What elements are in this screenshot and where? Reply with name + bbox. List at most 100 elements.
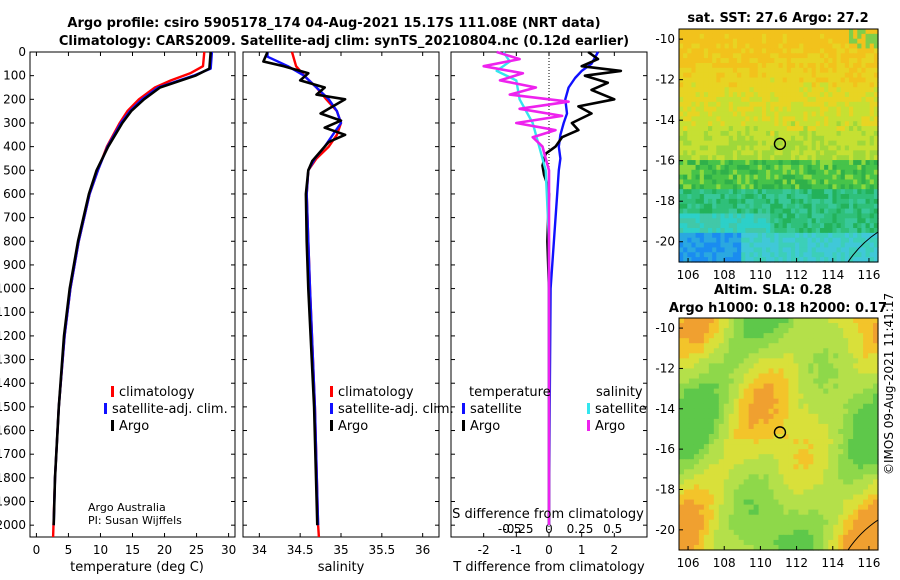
map-cell: [703, 72, 709, 79]
map-cell: [844, 198, 850, 205]
map-cell: [873, 228, 879, 234]
map-cell: [853, 62, 858, 69]
map-cell: [798, 418, 804, 425]
map-cell: [768, 368, 775, 375]
map-cell: [790, 174, 796, 181]
map-cell: [798, 378, 804, 385]
map-cell: [695, 43, 701, 50]
map-cell: [693, 428, 700, 435]
map-cell: [728, 383, 735, 390]
map-cell: [699, 77, 705, 83]
map-cell: [708, 111, 713, 117]
map-cell: [803, 116, 809, 122]
map-cell: [766, 203, 771, 210]
map-cell: [749, 189, 755, 195]
map-cell: [799, 29, 804, 35]
map-cell: [848, 338, 854, 344]
map-cell: [786, 140, 792, 147]
map-cell: [761, 208, 767, 215]
map-cell: [749, 252, 755, 258]
map-cell: [716, 164, 722, 171]
map-cell: [865, 169, 871, 176]
map-cell: [828, 82, 833, 88]
map-cell: [793, 348, 799, 354]
map-cell: [803, 444, 809, 450]
map-cell: [703, 160, 709, 166]
map-cell: [815, 48, 821, 54]
map-cell: [758, 504, 765, 511]
map-cell: [840, 101, 846, 108]
map-cell: [832, 252, 838, 258]
map-cell: [724, 189, 730, 195]
map-cell: [758, 338, 765, 344]
map-cell: [799, 160, 804, 166]
map-cell: [843, 469, 849, 475]
map-cell: [753, 524, 760, 531]
map-cell: [712, 208, 717, 215]
map-cell: [819, 155, 825, 161]
map-cell: [703, 257, 709, 263]
map-cell: [703, 428, 710, 435]
map-cell: [770, 106, 775, 113]
map-cell: [824, 130, 829, 137]
map-cell: [712, 213, 717, 219]
map-cell: [708, 449, 715, 455]
map-cell: [790, 257, 796, 263]
map-cell: [757, 169, 763, 176]
map-cell: [683, 368, 690, 375]
map-cell: [758, 454, 765, 460]
map-cell: [848, 378, 854, 385]
map-cell: [728, 479, 735, 486]
map-cell: [811, 77, 817, 83]
map-cell: [788, 373, 795, 380]
map-cell: [723, 544, 730, 551]
map-cell: [683, 469, 690, 475]
map-cell: [737, 77, 742, 83]
map-cell: [795, 169, 800, 176]
map-cell: [699, 223, 705, 229]
map-cell: [753, 343, 760, 349]
map-cell: [793, 343, 799, 349]
map-cell: [723, 328, 730, 334]
map-cell: [799, 252, 804, 258]
map-cell: [708, 423, 715, 430]
map-cell: [757, 223, 763, 229]
map-cell: [763, 368, 770, 375]
map-cell: [848, 514, 854, 521]
map-cell: [688, 454, 695, 460]
map-cell: [683, 198, 688, 205]
x-tick-label: 116: [858, 556, 881, 570]
map-cell: [741, 135, 746, 142]
map-cell: [818, 539, 824, 546]
map-cell: [723, 383, 730, 390]
map-cell: [836, 164, 842, 171]
map-cell: [793, 539, 799, 546]
map-cell: [698, 479, 705, 486]
map-cell: [858, 413, 864, 420]
map-cell: [758, 534, 765, 541]
map-cell: [683, 155, 688, 161]
map-cell: [811, 135, 817, 142]
map-cell: [844, 184, 850, 190]
map-cell: [691, 67, 697, 74]
map-cell: [691, 237, 697, 244]
map-cell: [768, 383, 775, 390]
map-cell: [699, 140, 705, 147]
map-cell: [836, 116, 842, 122]
map-cell: [763, 534, 770, 541]
map-cell: [823, 348, 829, 354]
map-cell: [833, 393, 839, 400]
map-cell: [783, 509, 790, 516]
map-cell: [724, 228, 730, 234]
map-cell: [819, 232, 825, 239]
map-cell: [683, 398, 690, 405]
map-cell: [708, 388, 715, 395]
map-cell: [679, 469, 685, 475]
map-cell: [778, 348, 785, 354]
map-cell: [703, 135, 709, 142]
map-cell: [799, 101, 804, 108]
map-cell: [703, 444, 710, 450]
map-cell: [838, 469, 844, 475]
map-cell: [786, 62, 792, 69]
map-cell: [795, 58, 800, 64]
